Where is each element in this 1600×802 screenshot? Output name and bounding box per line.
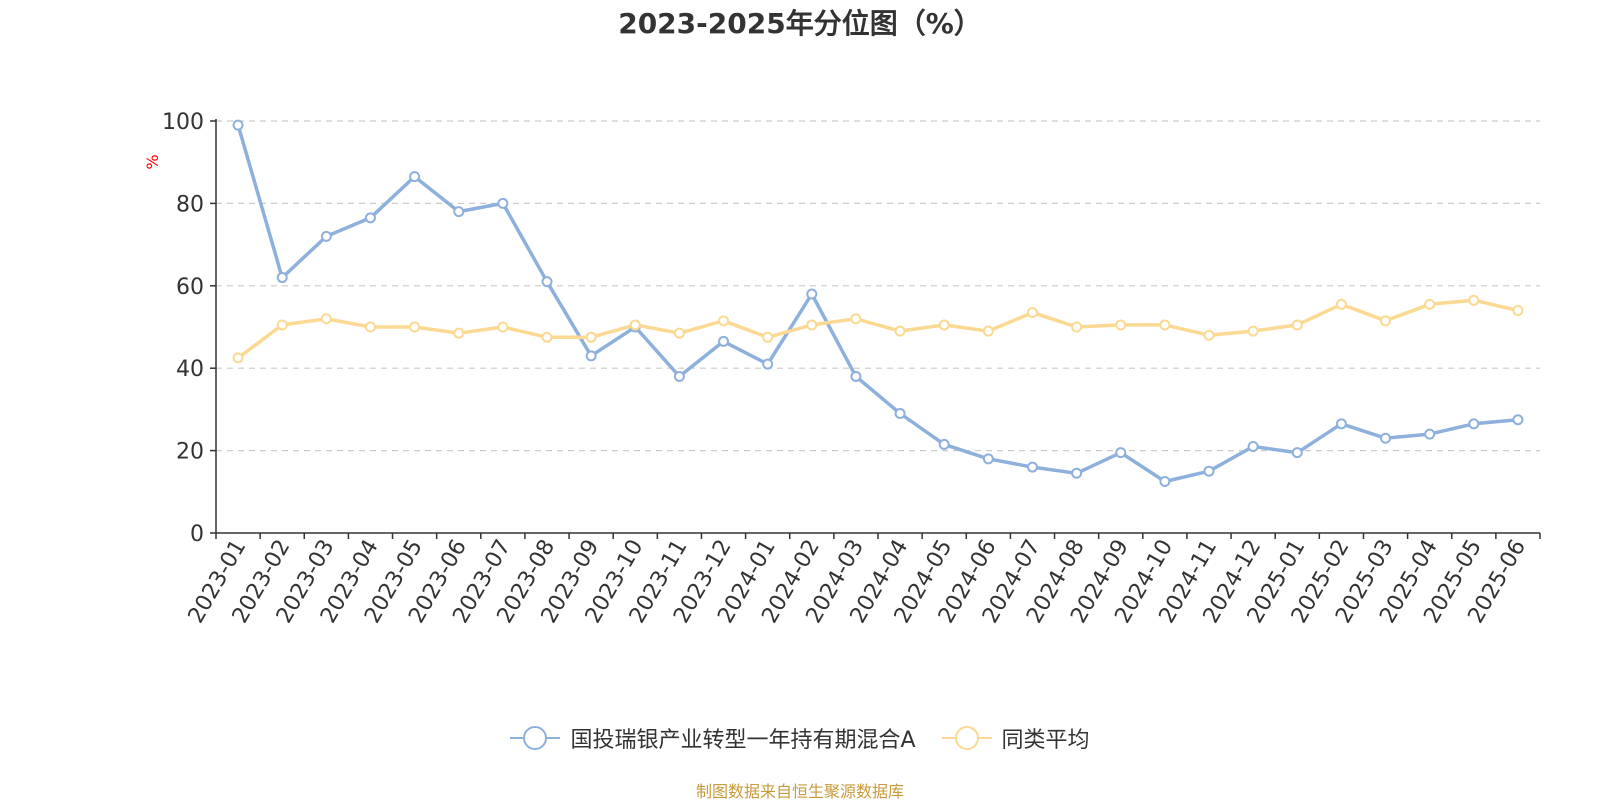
grid-lines — [216, 120, 1540, 452]
data-point[interactable] — [806, 319, 818, 331]
data-point[interactable] — [1291, 319, 1303, 331]
tick-labels: 0204060801002023-012023-022023-032023-04… — [162, 110, 1531, 628]
data-point[interactable] — [1203, 329, 1215, 341]
data-point[interactable] — [938, 319, 950, 331]
legend-item-fund[interactable]: 国投瑞银产业转型一年持有期混合A — [510, 722, 916, 754]
y-tick-label: 0 — [190, 522, 204, 547]
data-point[interactable] — [762, 358, 774, 370]
data-point[interactable] — [850, 313, 862, 325]
data-point[interactable] — [718, 315, 730, 327]
data-point[interactable] — [938, 438, 950, 450]
data-point[interactable] — [453, 327, 465, 339]
data-point[interactable] — [232, 352, 244, 364]
data-point[interactable] — [409, 171, 421, 183]
legend: 国投瑞银产业转型一年持有期混合A 同类平均 — [0, 722, 1600, 754]
data-point[interactable] — [673, 370, 685, 382]
data-point[interactable] — [497, 197, 509, 209]
data-point[interactable] — [1159, 476, 1171, 487]
data-point[interactable] — [1026, 461, 1038, 473]
data-point[interactable] — [1071, 321, 1083, 333]
series-line-0 — [236, 123, 1520, 484]
data-point[interactable] — [1512, 414, 1524, 426]
data-point[interactable] — [1380, 315, 1392, 327]
data-point[interactable] — [541, 276, 553, 288]
data-point[interactable] — [276, 272, 288, 284]
data-point[interactable] — [1247, 440, 1259, 452]
data-point[interactable] — [497, 321, 509, 333]
data-point[interactable] — [1424, 298, 1436, 310]
data-point[interactable] — [762, 331, 774, 343]
legend-marker-icon — [941, 725, 992, 751]
y-axis-label: % — [143, 154, 162, 169]
data-point[interactable] — [1159, 319, 1171, 331]
data-point[interactable] — [1115, 447, 1127, 459]
data-point[interactable] — [673, 327, 685, 339]
data-point[interactable] — [364, 321, 376, 333]
y-tick-label: 60 — [176, 275, 204, 300]
data-point[interactable] — [1468, 294, 1480, 306]
legend-item-average[interactable]: 同类平均 — [941, 722, 1090, 754]
data-point[interactable] — [585, 331, 597, 343]
data-point[interactable] — [1512, 305, 1524, 317]
source-note: 制图数据来自恒生聚源数据库 — [695, 782, 904, 801]
data-point[interactable] — [718, 335, 730, 347]
chart-title: 2023-2025年分位图（%） — [618, 7, 982, 40]
data-point[interactable] — [1468, 418, 1480, 430]
series-line-1 — [236, 298, 1520, 360]
y-tick-label: 80 — [176, 192, 204, 217]
data-point[interactable] — [1335, 418, 1347, 430]
data-point[interactable] — [320, 230, 332, 242]
data-point[interactable] — [320, 313, 332, 325]
data-point[interactable] — [585, 350, 597, 362]
data-point[interactable] — [850, 370, 862, 382]
legend-label-fund: 国投瑞银产业转型一年持有期混合A — [570, 728, 916, 753]
series-lines — [232, 119, 1524, 487]
data-point[interactable] — [409, 321, 421, 333]
y-tick-label: 40 — [176, 357, 204, 382]
y-tick-label: 20 — [176, 440, 204, 465]
data-point[interactable] — [232, 119, 244, 131]
legend-label-average: 同类平均 — [1001, 728, 1090, 753]
data-point[interactable] — [1247, 325, 1259, 337]
data-point[interactable] — [629, 319, 641, 331]
legend-marker-icon — [510, 725, 561, 751]
data-point[interactable] — [453, 206, 465, 218]
data-point[interactable] — [1380, 432, 1392, 444]
data-point[interactable] — [806, 288, 818, 300]
data-point[interactable] — [1291, 447, 1303, 459]
data-point[interactable] — [364, 212, 376, 224]
data-point[interactable] — [1115, 319, 1127, 331]
data-point[interactable] — [894, 408, 906, 420]
y-tick-label: 100 — [162, 110, 204, 135]
data-point[interactable] — [982, 325, 994, 337]
data-point[interactable] — [1335, 298, 1347, 310]
axes — [210, 119, 1541, 539]
data-point[interactable] — [276, 319, 288, 331]
data-point[interactable] — [1071, 467, 1083, 479]
data-point[interactable] — [982, 453, 994, 465]
data-point[interactable] — [1203, 465, 1215, 477]
data-point[interactable] — [1424, 428, 1436, 440]
data-point[interactable] — [894, 325, 906, 337]
data-point[interactable] — [1026, 307, 1038, 319]
data-point[interactable] — [541, 331, 553, 343]
